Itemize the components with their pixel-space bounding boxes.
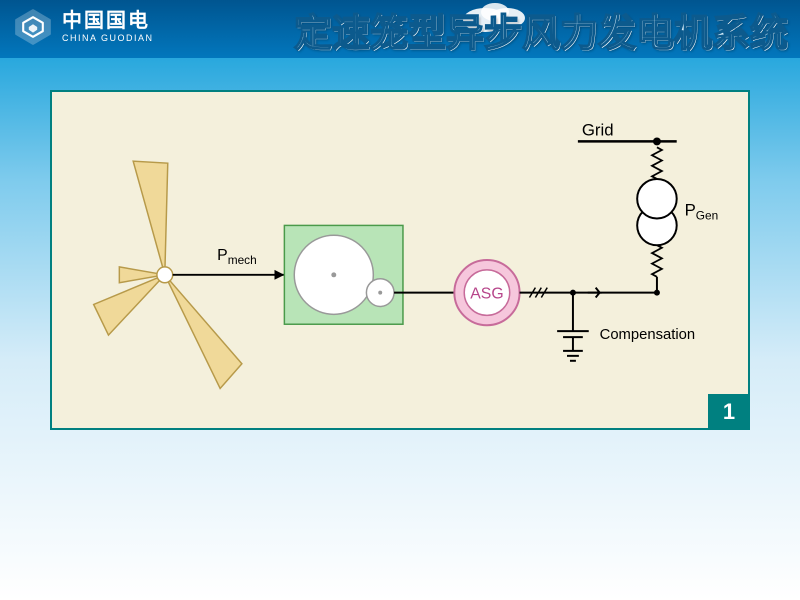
svg-text:PGen: PGen [685, 201, 719, 223]
svg-text:Pmech: Pmech [217, 247, 257, 267]
brand-name-en: CHINA GUODIAN [62, 33, 154, 43]
svg-text:Compensation: Compensation [600, 327, 696, 343]
svg-text:Grid: Grid [582, 120, 614, 139]
diagram-frame: ASG Pmech Grid PGen Compensation 1 [50, 90, 750, 430]
brand-name-cn: 中国国电 [62, 10, 154, 33]
brand-logo: 中国国电 CHINA GUODIAN [12, 6, 154, 48]
slide-title: 定速笼型异步风力发电机系统 [294, 2, 788, 57]
guodian-logo-icon [12, 6, 54, 48]
svg-text:ASG: ASG [470, 286, 503, 303]
diagram-svg: ASG Pmech Grid PGen Compensation [52, 92, 748, 428]
figure-number-badge: 1 [708, 394, 750, 430]
